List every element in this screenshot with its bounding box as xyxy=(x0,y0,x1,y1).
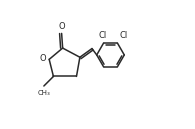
Text: Cl: Cl xyxy=(99,31,107,40)
Text: O: O xyxy=(58,22,65,31)
Text: CH₃: CH₃ xyxy=(37,90,50,96)
Text: Cl: Cl xyxy=(119,31,128,41)
Text: O: O xyxy=(39,54,46,63)
